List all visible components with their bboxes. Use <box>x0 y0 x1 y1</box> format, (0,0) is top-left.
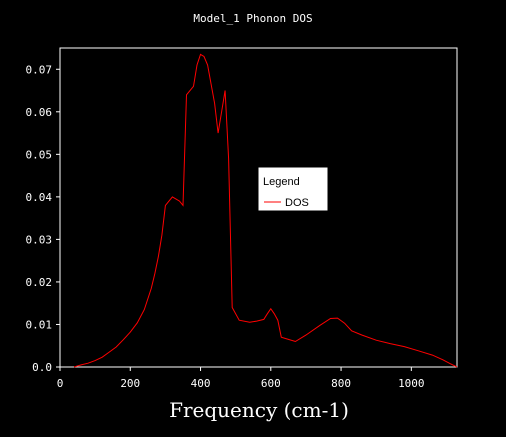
y-tick-label: 0.0 <box>32 361 52 374</box>
chart-title: Model_1 Phonon DOS <box>193 12 312 25</box>
y-tick-label: 0.02 <box>26 276 53 289</box>
y-tick-label: 0.05 <box>26 148 53 161</box>
y-tick-label: 0.06 <box>26 106 53 119</box>
x-tick-label: 800 <box>331 377 351 390</box>
x-axis-label: Frequency (cm-1) <box>169 398 349 422</box>
plot-frame <box>59 47 458 368</box>
x-axis: 0 200 400 600 800 1000 <box>57 367 425 390</box>
y-tick-label: 0.01 <box>26 318 53 331</box>
x-tick-label: 600 <box>261 377 281 390</box>
y-tick-label: 0.03 <box>26 233 53 246</box>
legend-box <box>257 166 329 212</box>
x-tick-label: 0 <box>57 377 64 390</box>
legend-title: Legend <box>263 176 300 188</box>
x-tick-label: 400 <box>191 377 211 390</box>
legend: Legend DOS <box>257 166 329 212</box>
legend-entry-dos: DOS <box>285 197 309 209</box>
x-tick-label: 1000 <box>398 377 425 390</box>
y-axis: 0.0 0.01 0.02 0.03 0.04 0.05 0.06 0.07 <box>26 63 60 374</box>
series-line-dos <box>73 53 458 368</box>
x-tick-label: 200 <box>120 377 140 390</box>
y-tick-label: 0.07 <box>26 63 53 76</box>
y-tick-label: 0.04 <box>26 191 53 204</box>
